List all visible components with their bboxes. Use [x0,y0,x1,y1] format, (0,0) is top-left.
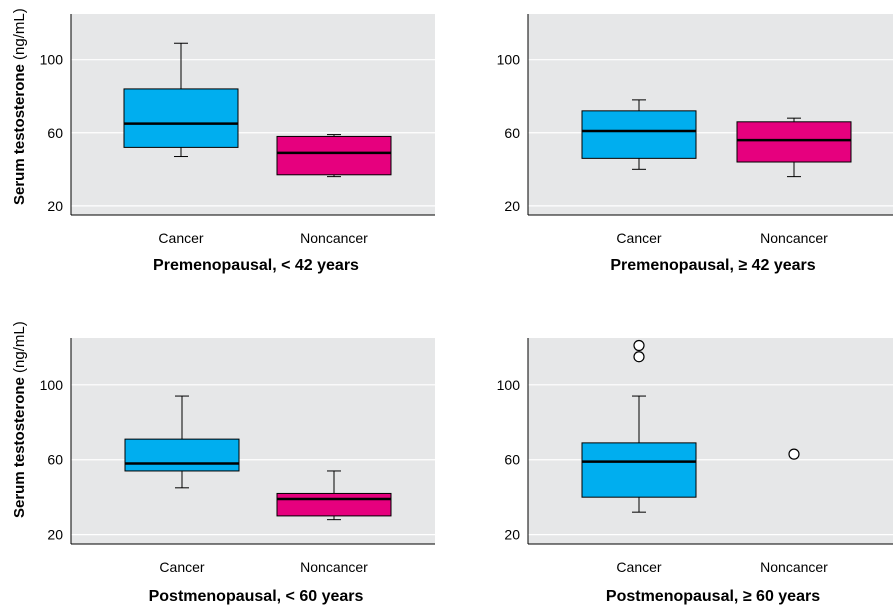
y-tick-label: 60 [504,125,520,141]
x-tick-label-noncancer: Noncancer [300,559,368,575]
y-tick-label: 100 [497,377,521,393]
y-axis-label-bold: Serum testosterone [11,377,28,518]
outlier-point-noncancer [788,448,800,460]
y-tick-label: 100 [497,52,521,68]
box-cancer [581,110,697,159]
y-tick-label: 100 [40,52,64,68]
y-axis-label-bottom: Serum testosterone (ng/mL) [11,321,31,518]
y-tick-label: 20 [504,527,520,543]
panel-title-postmenopausal-60-plus: Postmenopausal, ≥ 60 years [605,588,821,605]
box-cancer [581,442,697,498]
box-noncancer [276,492,392,517]
panel-title-premenopausal-42-plus: Premenopausal, ≥ 42 years [610,257,816,274]
x-tick-label-cancer: Cancer [616,559,661,575]
plot-area [528,338,893,544]
outlier-point-cancer [633,339,645,352]
x-tick-label-cancer: Cancer [616,230,661,246]
panel-title-premenopausal-under-42: Premenopausal, < 42 years [153,257,359,274]
panel-title-postmenopausal-under-60: Postmenopausal, < 60 years [148,588,364,605]
y-tick-label: 60 [47,125,63,141]
y-tick-label: 60 [47,452,63,468]
outlier-point-cancer [633,351,645,363]
box-cancer [123,88,239,148]
box-noncancer [736,121,852,163]
y-tick-label: 60 [504,452,520,468]
x-tick-label-noncancer: Noncancer [760,559,828,575]
y-tick-label: 20 [47,198,63,214]
y-tick-label: 100 [40,377,64,393]
y-axis-label-unit: (ng/mL) [11,321,28,373]
x-tick-label-cancer: Cancer [159,559,204,575]
x-tick-label-noncancer: Noncancer [300,230,368,246]
box-noncancer [276,135,392,176]
y-axis-label-unit: (ng/mL) [11,8,28,60]
box-cancer [124,438,240,472]
y-axis-label-top: Serum testosterone (ng/mL) [11,8,31,205]
y-tick-label: 20 [504,198,520,214]
y-axis-label-bold: Serum testosterone [11,64,28,205]
y-tick-label: 20 [47,527,63,543]
x-tick-label-noncancer: Noncancer [760,230,828,246]
x-tick-label-cancer: Cancer [158,230,203,246]
